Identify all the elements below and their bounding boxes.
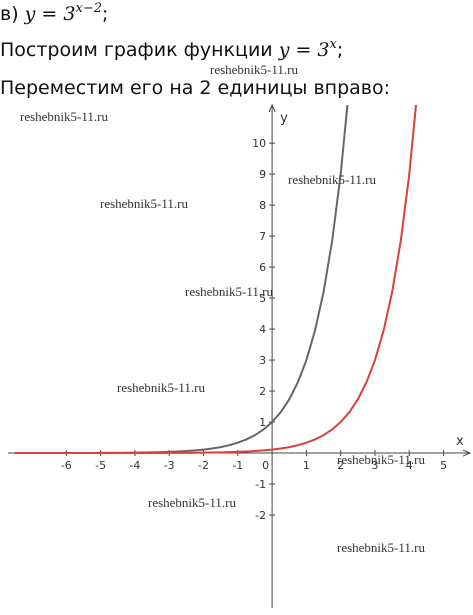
watermark: reshebnik5-11.ru [337,540,425,555]
y-tick-label: 3 [259,354,266,367]
exponent: x [330,37,338,52]
x-tick-label: 5 [440,459,447,472]
y-tick-label: 4 [259,323,266,336]
y-tick-label: 7 [259,230,266,243]
x-tick-label: -2 [198,459,209,472]
text: Построим график функции [0,39,279,61]
x-axis-label: x [456,434,464,449]
watermark: reshebnik5-11.ru [148,495,236,510]
watermark: reshebnik5-11.ru [288,172,376,187]
x-tick-label: 1 [303,459,310,472]
y-arrow [268,103,276,113]
x-tick-label: -6 [61,459,72,472]
math: y = 3 [278,39,330,61]
function-curve [14,105,418,455]
plot-area [14,105,418,455]
x-arrow [462,449,472,457]
watermark: reshebnik5-11.ru [210,62,298,77]
watermark: reshebnik5-11.ru [20,109,108,124]
math: y = 3 [24,3,76,25]
header-line: в) y = 3x−2; [0,1,108,25]
watermark: reshebnik5-11.ru [100,196,188,211]
x-tick-label: -4 [129,459,140,472]
y-tick-label: 2 [259,385,266,398]
exponent: x−2 [75,1,102,16]
y-tick-label: 8 [259,199,266,212]
watermarks: reshebnik5-11.ru reshebnik5-11.ru reshebni… [20,62,425,555]
header-line: Построим график функции y = 3x; [0,37,343,61]
watermark: reshebnik5-11.ru [117,380,205,395]
watermark: reshebnik5-11.ru [337,452,425,467]
y-tick-label: 9 [259,168,266,181]
x-tick-label: -1 [232,459,243,472]
y-tick-label: 6 [259,261,266,274]
x-tick-label: -5 [95,459,106,472]
y-tick-label: -2 [255,509,266,522]
x-tick-label: 4 [406,459,413,472]
chart: x y 0 -6 -5 -4 -3 -2 -1 1 2 3 4 5 -2 -1 1 2 3 4 5 6 7 8 9 10 [8,103,472,608]
text: ; [337,39,343,61]
origin-label: 0 [262,459,269,472]
y-tick-label: 1 [259,416,266,429]
x-tick-label: -3 [164,459,175,472]
y-axis-label: y [280,111,288,126]
y-tick-label: -1 [255,478,266,491]
text: ; [102,3,108,25]
y-tick-label: 5 [259,292,266,305]
x-tick-label: 2 [337,459,344,472]
text: в) [0,3,25,25]
header-line: Переместим его на 2 единицы вправо: [0,77,390,99]
x-tick-label: 3 [371,459,378,472]
y-tick-label: 10 [252,137,266,150]
watermark: reshebnik5-11.ru [185,284,273,299]
